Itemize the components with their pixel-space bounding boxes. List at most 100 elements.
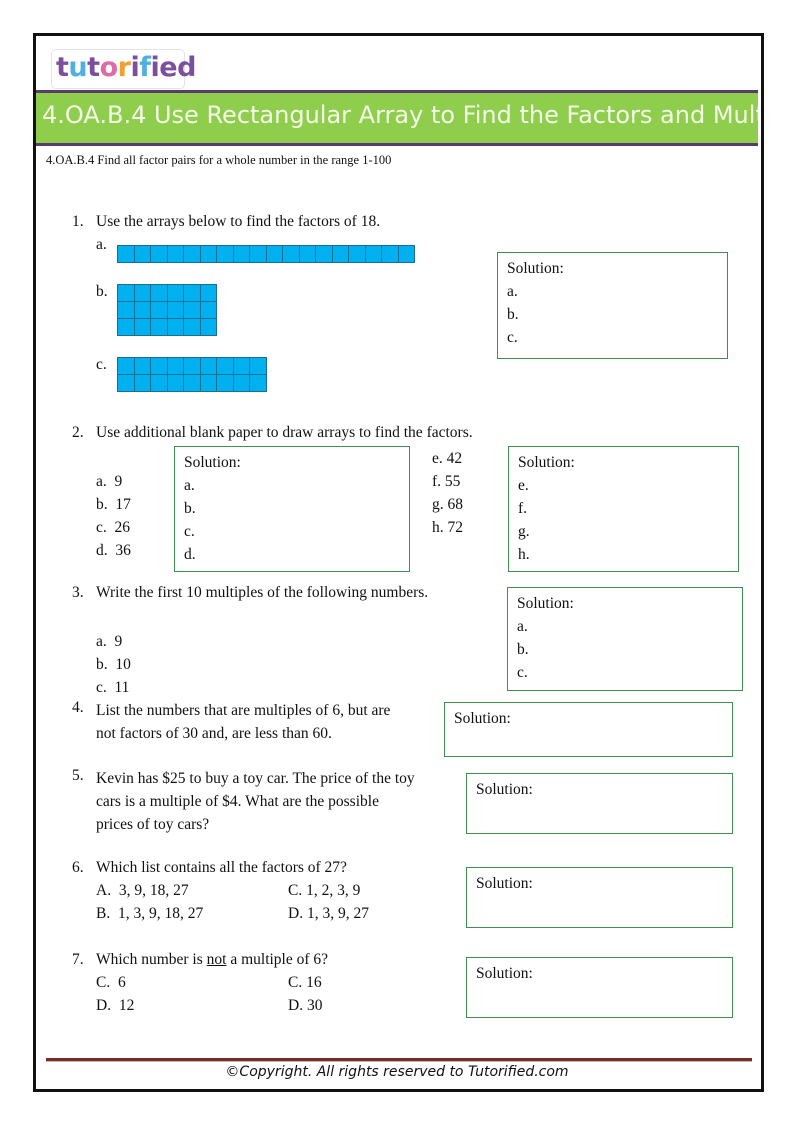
item: a. 9 [96, 473, 123, 490]
solution-box[interactable]: Solution: [466, 867, 733, 928]
solution-box[interactable]: Solution: a. b. c. [507, 587, 743, 691]
array-cell [167, 285, 183, 301]
array-cell [118, 375, 134, 391]
array-cell [349, 246, 365, 262]
array-cell [233, 246, 249, 262]
solution-label: Solution: [518, 454, 575, 471]
array-cell [134, 375, 150, 391]
solution-box[interactable]: Solution: [444, 702, 733, 757]
option[interactable]: B. 1, 3, 9, 18, 27 [96, 905, 204, 922]
solution-line: a. [517, 618, 528, 635]
standard-text: 4.OA.B.4 Find all factor pairs for a who… [46, 153, 392, 167]
solution-line: c. [507, 329, 518, 346]
option[interactable]: D. 30 [288, 997, 323, 1014]
array-cell [118, 246, 134, 262]
array-cell [167, 319, 183, 335]
solution-line: e. [518, 477, 529, 494]
array-cell [134, 319, 150, 335]
option[interactable]: D. 12 [96, 997, 135, 1014]
question-text: Kevin has $25 to buy a toy car. The pric… [96, 770, 415, 787]
solution-line: b. [517, 641, 529, 658]
logo-letter: d [177, 52, 196, 83]
logo-letter: r [117, 52, 131, 83]
array-cell [151, 375, 167, 391]
solution-line: b. [507, 306, 519, 323]
array-cell [151, 358, 167, 374]
solution-label: Solution: [476, 965, 533, 982]
array-cell [365, 246, 381, 262]
solution-line: g. [518, 523, 530, 540]
title-banner: 4.OA.B.4 Use Rectangular Array to Find t… [36, 90, 758, 146]
option[interactable]: D. 1, 3, 9, 27 [288, 905, 369, 922]
item: c. 11 [96, 679, 130, 696]
solution-line: a. [507, 283, 518, 300]
question-number: 3. [72, 584, 84, 601]
item: d. 36 [96, 542, 131, 559]
solution-line: b. [184, 500, 196, 517]
solution-line: a. [184, 477, 195, 494]
solution-line: f. [518, 500, 528, 517]
solution-box[interactable]: Solution: a. b. c. d. [174, 446, 410, 572]
array-cell [250, 375, 266, 391]
array-cell [184, 246, 200, 262]
logo-letter: t [87, 52, 100, 83]
solution-label: Solution: [507, 260, 564, 277]
array-cell [151, 302, 167, 318]
array-cell [266, 246, 282, 262]
array-cell [200, 319, 216, 335]
array-cell [184, 285, 200, 301]
array-cell [217, 375, 233, 391]
question-text: not factors of 30 and, are less than 60. [96, 725, 332, 742]
solution-label: Solution: [454, 710, 511, 727]
item: b. 17 [96, 496, 131, 513]
text: a multiple of 6? [226, 951, 329, 968]
page-frame [33, 33, 764, 1092]
option[interactable]: C. 16 [288, 974, 322, 991]
option[interactable]: A. 3, 9, 18, 27 [96, 882, 189, 899]
array-cell [167, 246, 183, 262]
array-cell [167, 375, 183, 391]
solution-box[interactable]: Solution: [466, 957, 733, 1018]
solution-line: h. [518, 546, 530, 563]
array-cell [134, 358, 150, 374]
array-cell [118, 302, 134, 318]
array-cell [151, 246, 167, 262]
array-cell [316, 246, 332, 262]
copyright: ©Copyright. All rights reserved to Tutor… [225, 1064, 569, 1080]
array-6x3 [117, 284, 217, 336]
array-cell [184, 375, 200, 391]
array-cell [233, 375, 249, 391]
item-label: a. [96, 236, 107, 253]
question-text: Write the first 10 multiples of the foll… [96, 584, 429, 601]
array-cell [134, 302, 150, 318]
logo-letter: f [139, 52, 151, 83]
option[interactable]: C. 6 [96, 974, 126, 991]
array-cell [217, 246, 233, 262]
solution-box[interactable]: Solution: a. b. c. [497, 252, 728, 359]
solution-label: Solution: [517, 595, 574, 612]
item: a. 9 [96, 633, 123, 650]
item: h. 72 [432, 519, 463, 536]
solution-line: c. [184, 523, 195, 540]
array-9x2 [117, 357, 267, 392]
question-number: 7. [72, 951, 84, 968]
array-cell [118, 358, 134, 374]
array-18x1 [117, 245, 415, 263]
solution-box[interactable]: Solution: [466, 773, 733, 834]
array-cell [151, 285, 167, 301]
array-cell [184, 302, 200, 318]
item: g. 68 [432, 496, 463, 513]
array-cell [250, 358, 266, 374]
question-number: 1. [72, 213, 84, 230]
array-cell [118, 285, 134, 301]
text: Which number is [96, 951, 207, 968]
array-cell [118, 319, 134, 335]
logo-letter: i [150, 52, 160, 83]
solution-line: c. [517, 664, 528, 681]
question-text: Which number is not a multiple of 6? [96, 951, 328, 969]
array-cell [200, 285, 216, 301]
solution-box[interactable]: Solution: e. f. g. h. [508, 446, 739, 572]
array-cell [283, 246, 299, 262]
array-cell [200, 302, 216, 318]
option[interactable]: C. 1, 2, 3, 9 [288, 882, 361, 899]
